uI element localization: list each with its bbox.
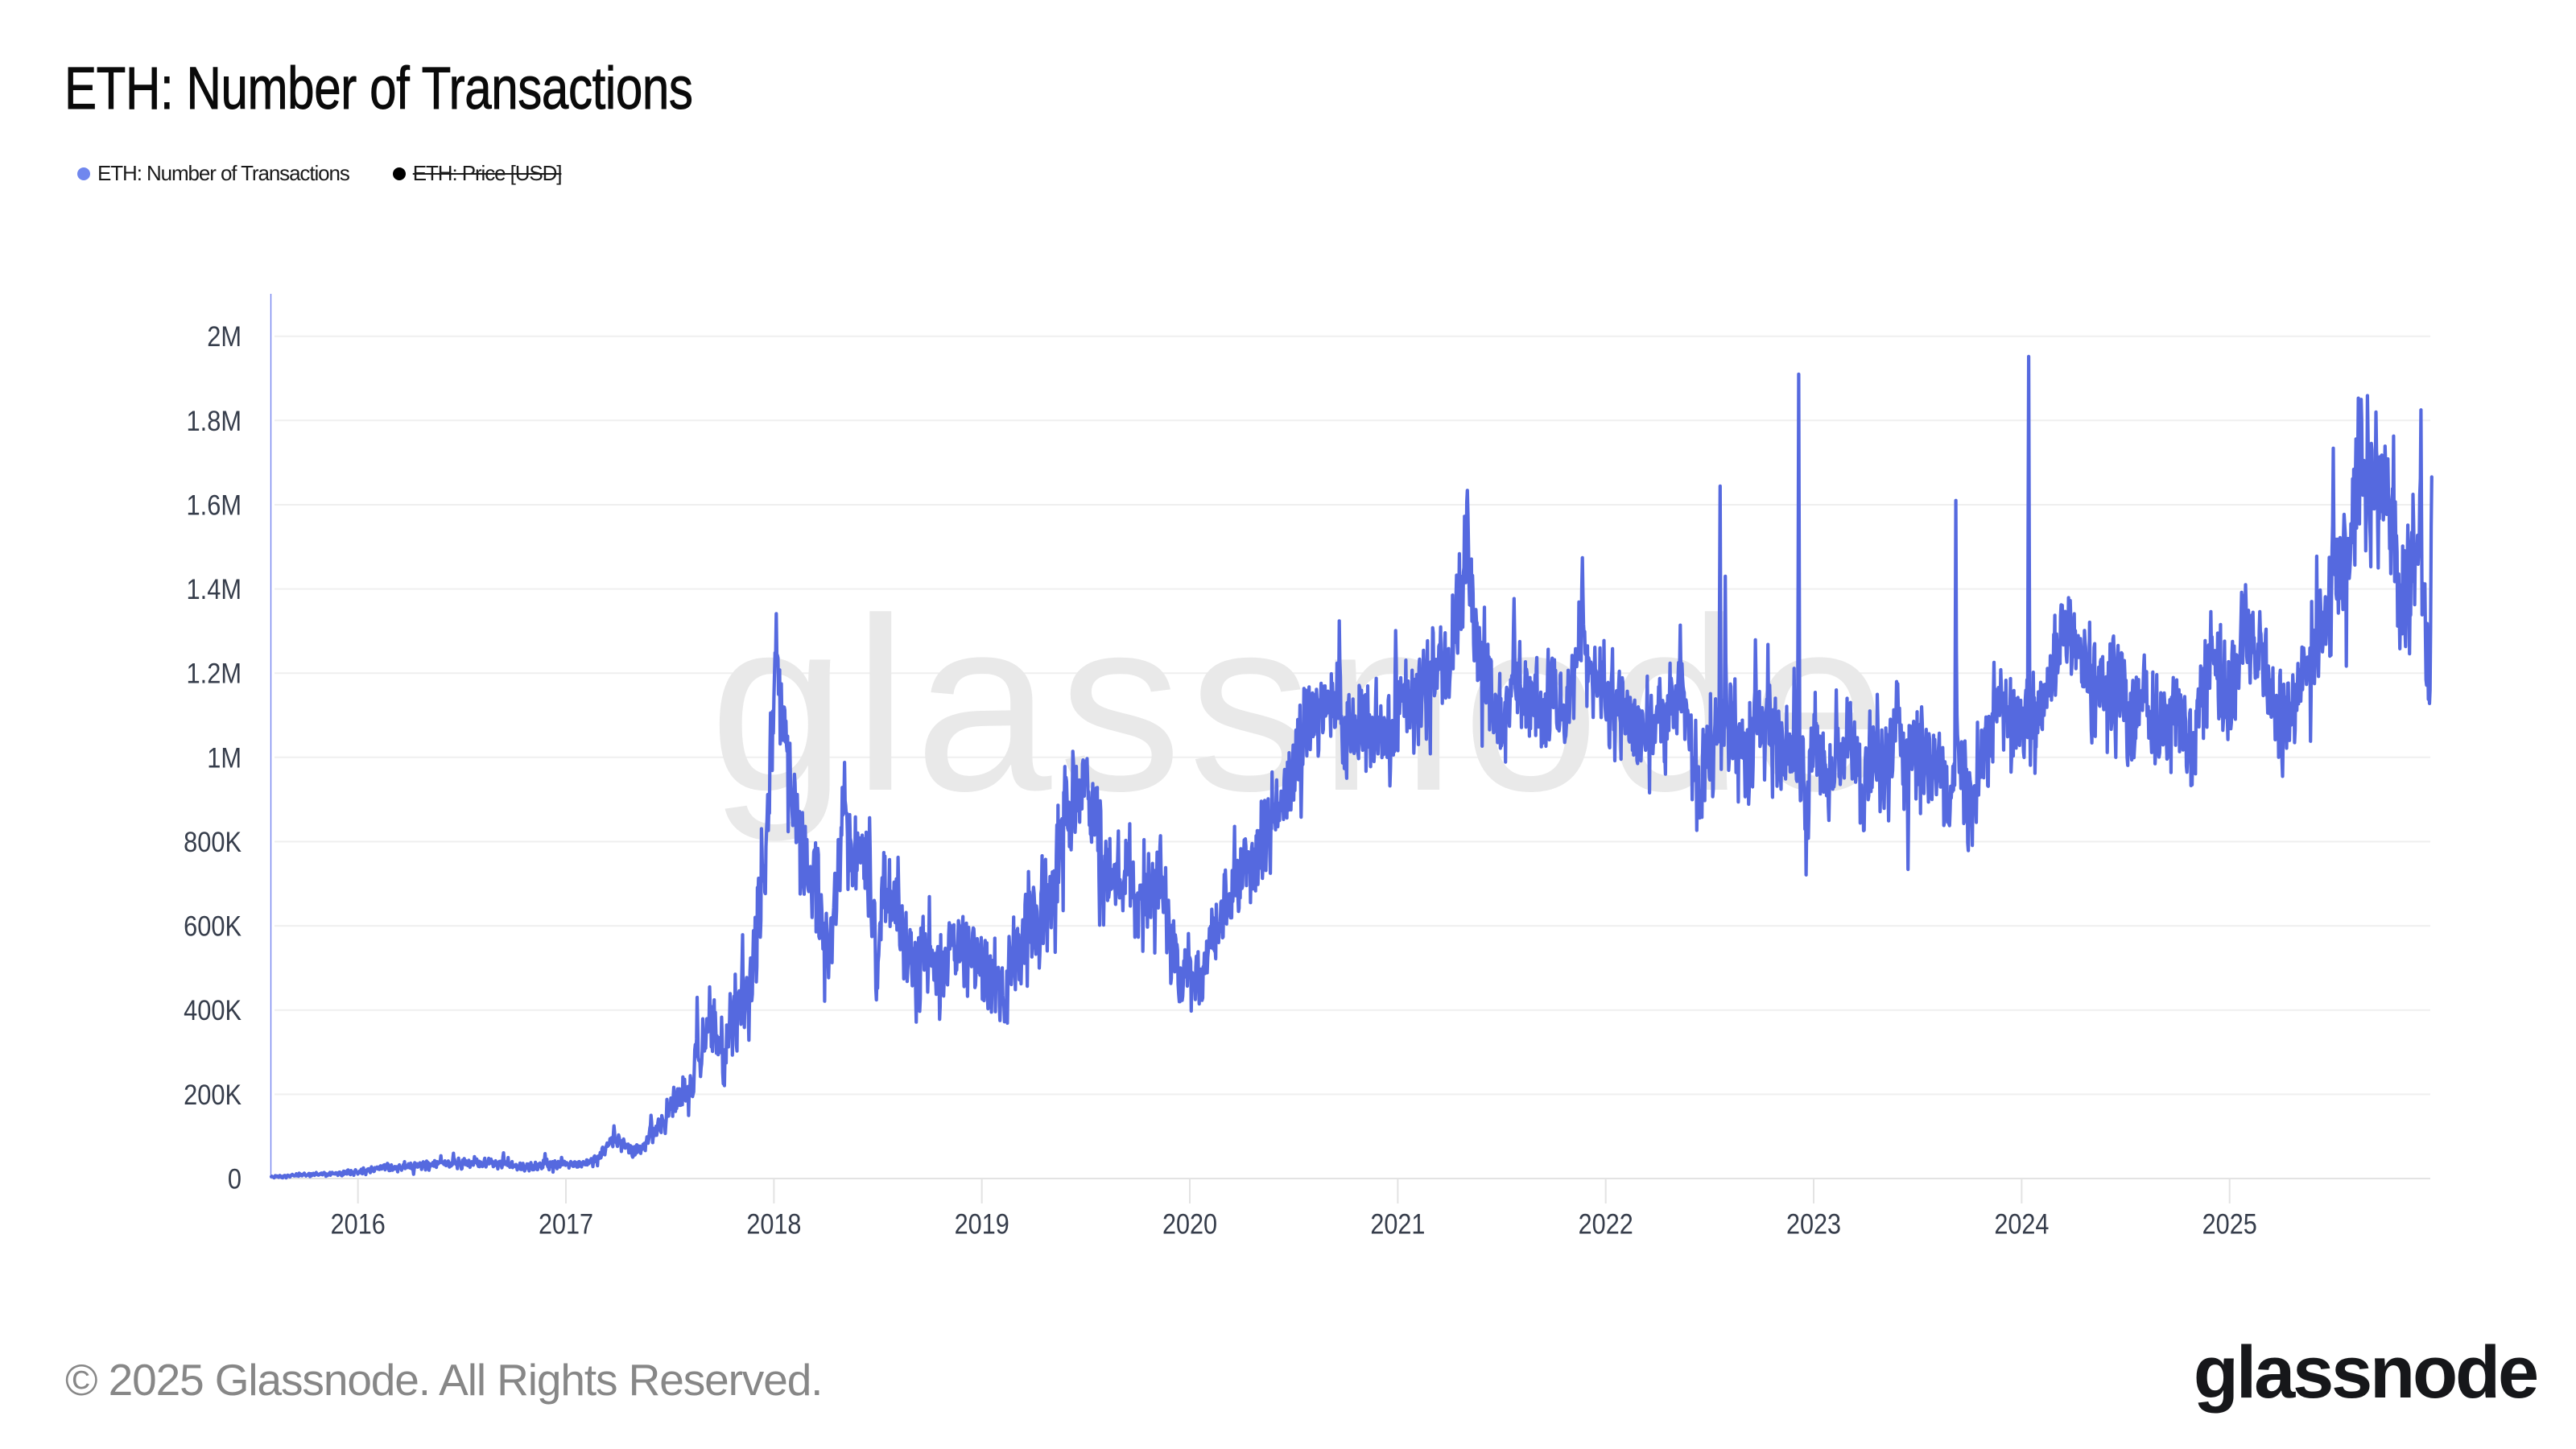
svg-text:1.4M: 1.4M — [187, 573, 242, 605]
svg-text:2025: 2025 — [2202, 1208, 2257, 1240]
svg-text:600K: 600K — [184, 910, 242, 942]
svg-text:1M: 1M — [207, 741, 242, 773]
svg-text:2022: 2022 — [1579, 1208, 1633, 1240]
svg-text:400K: 400K — [184, 994, 242, 1026]
svg-text:800K: 800K — [184, 826, 242, 857]
svg-text:2021: 2021 — [1370, 1208, 1425, 1240]
svg-text:2M: 2M — [207, 320, 242, 352]
svg-text:2016: 2016 — [331, 1208, 386, 1240]
svg-text:2024: 2024 — [1994, 1208, 2049, 1240]
svg-text:1.6M: 1.6M — [187, 489, 242, 521]
svg-text:1.8M: 1.8M — [187, 405, 242, 436]
svg-text:2018: 2018 — [746, 1208, 801, 1240]
svg-text:2019: 2019 — [955, 1208, 1009, 1240]
svg-text:2020: 2020 — [1162, 1208, 1217, 1240]
svg-text:0: 0 — [228, 1163, 242, 1195]
svg-text:200K: 200K — [184, 1079, 242, 1110]
svg-text:2017: 2017 — [539, 1208, 593, 1240]
svg-text:2023: 2023 — [1786, 1208, 1841, 1240]
svg-text:1.2M: 1.2M — [187, 658, 242, 689]
